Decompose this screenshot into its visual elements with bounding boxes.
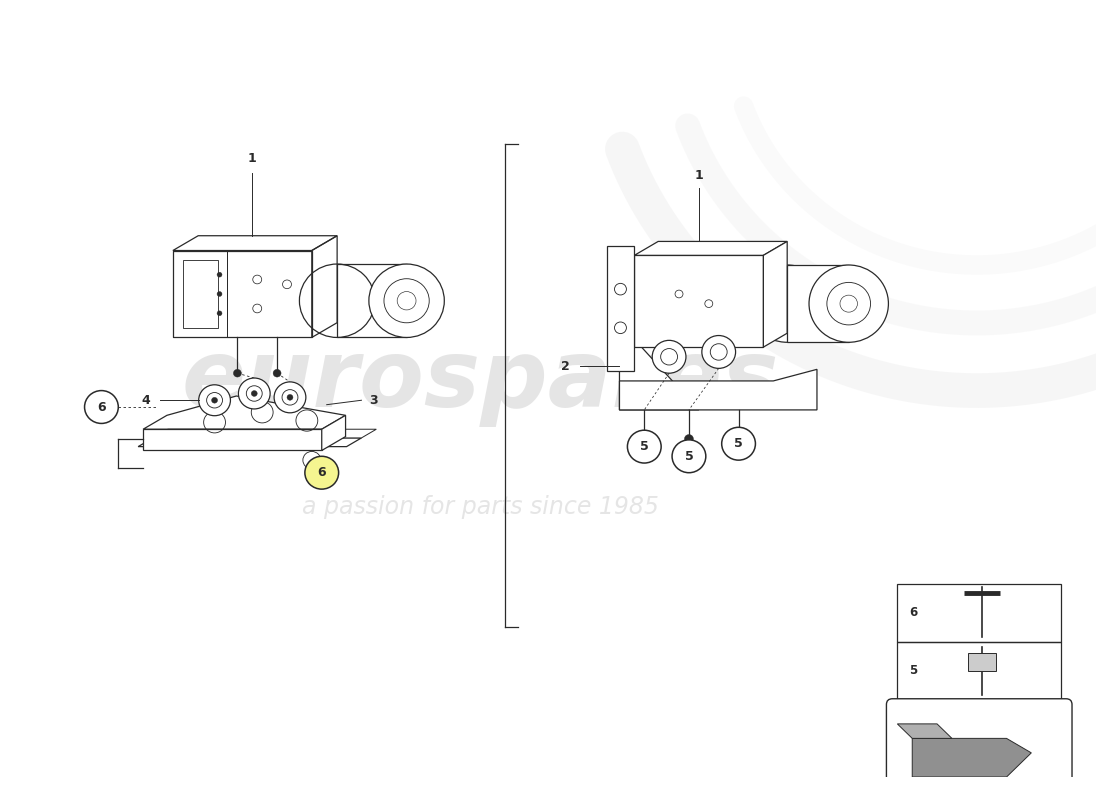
Circle shape	[274, 382, 306, 413]
Polygon shape	[635, 255, 763, 347]
Text: 5: 5	[640, 440, 649, 453]
Text: 6: 6	[910, 606, 917, 619]
Text: 5: 5	[734, 438, 742, 450]
Text: 5: 5	[684, 450, 693, 462]
Circle shape	[305, 456, 339, 489]
Circle shape	[652, 340, 686, 374]
Circle shape	[640, 434, 649, 443]
Polygon shape	[763, 242, 788, 347]
Polygon shape	[912, 738, 1032, 777]
Polygon shape	[619, 323, 698, 410]
Circle shape	[217, 272, 222, 277]
Text: 1: 1	[248, 152, 256, 166]
Circle shape	[672, 440, 706, 473]
Circle shape	[299, 264, 375, 338]
Circle shape	[702, 335, 736, 368]
Circle shape	[722, 427, 756, 460]
Text: 614 01: 614 01	[955, 786, 1003, 799]
Circle shape	[748, 265, 827, 342]
FancyBboxPatch shape	[887, 698, 1072, 800]
Text: 5: 5	[910, 664, 917, 678]
Text: eurospares: eurospares	[182, 335, 779, 427]
Polygon shape	[139, 438, 362, 446]
Circle shape	[734, 434, 742, 443]
Text: 6: 6	[97, 401, 106, 414]
Text: 2: 2	[561, 360, 570, 373]
Circle shape	[199, 385, 230, 416]
Polygon shape	[143, 430, 321, 450]
Circle shape	[808, 265, 889, 342]
Polygon shape	[635, 242, 788, 255]
Polygon shape	[606, 246, 635, 371]
Polygon shape	[788, 265, 849, 342]
FancyBboxPatch shape	[968, 654, 996, 670]
Circle shape	[85, 390, 119, 423]
Circle shape	[627, 430, 661, 463]
Polygon shape	[153, 430, 376, 438]
Circle shape	[211, 398, 218, 403]
Circle shape	[217, 311, 222, 316]
Circle shape	[239, 378, 271, 409]
Text: 4: 4	[141, 394, 150, 406]
Circle shape	[217, 291, 222, 296]
Text: 1: 1	[694, 169, 703, 182]
Polygon shape	[619, 370, 817, 410]
Circle shape	[273, 370, 282, 377]
Polygon shape	[143, 396, 345, 430]
Circle shape	[368, 264, 444, 338]
Polygon shape	[321, 415, 345, 450]
Circle shape	[287, 394, 293, 400]
Circle shape	[684, 434, 693, 443]
Circle shape	[233, 370, 241, 377]
Polygon shape	[898, 724, 952, 738]
Text: 3: 3	[370, 394, 378, 406]
Text: a passion for parts since 1985: a passion for parts since 1985	[302, 494, 659, 518]
Text: 6: 6	[318, 466, 326, 479]
Circle shape	[251, 390, 257, 396]
FancyBboxPatch shape	[892, 777, 1066, 800]
